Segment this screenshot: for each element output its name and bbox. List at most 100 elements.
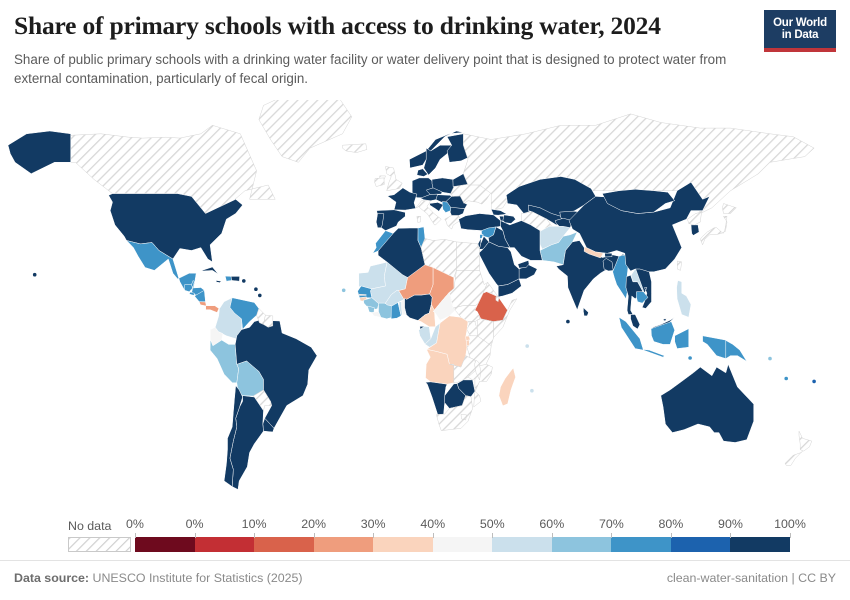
legend-bin-2[interactable] [254,537,314,552]
country-greece[interactable]: Greece: No data [445,216,460,230]
country-barbados[interactable] [258,293,262,298]
country-haiti[interactable]: Haiti: 75% [225,276,232,281]
country-suriname[interactable]: Suriname: No data [264,315,273,327]
country-fiji[interactable] [812,379,816,384]
country-solomon-islands[interactable] [768,356,772,361]
country-north-korea[interactable]: North Korea: No data [688,212,702,225]
country-bulgaria[interactable]: Bulgaria: 99% [450,207,464,215]
country-nicaragua[interactable]: Nicaragua: 73% [195,290,206,301]
legend-bin-8[interactable] [611,537,671,552]
country-seychelles[interactable] [525,344,529,348]
country-lebanon[interactable]: Lebanon: 78% [480,235,483,239]
country-malawi[interactable]: Malawi: No data [475,360,481,380]
country-costa-rica[interactable]: Costa Rica: 26% [199,302,206,306]
country-timor-leste[interactable] [688,356,692,360]
country-philippines[interactable]: Philippines: 58% [677,280,691,317]
country-mongolia[interactable]: Mongolia: 98% [602,189,674,213]
legend-bin-10[interactable] [730,537,791,552]
country-japan[interactable]: Japan: No data [700,204,736,245]
country-iceland[interactable]: Iceland: No data [343,144,367,153]
country-mauritius[interactable] [530,388,534,393]
country-sri-lanka[interactable]: Sri Lanka: 96% [583,308,588,316]
legend-tick-11: 100% [774,517,806,531]
country-portugal[interactable]: Portugal: 100% [376,214,384,228]
legend-bin-1[interactable] [194,537,255,552]
legend-bin-6[interactable] [492,537,552,552]
country-turkey[interactable]: Turkey: 99% [459,214,501,231]
country-syria[interactable]: Syria: 78% [482,227,496,238]
country-denmark[interactable]: Denmark: 100% [417,169,428,177]
country-ghana[interactable]: Ghana: 72% [391,302,401,319]
country-united-kingdom[interactable]: United Kingdom: No data [380,167,403,191]
country-georgia[interactable]: Georgia: 97% [491,209,507,215]
legend-no-data-swatch[interactable] [68,537,131,552]
country-jamaica[interactable]: Jamaica: 92% [216,280,221,282]
country-australia[interactable]: Australia: 100% [661,364,754,442]
country-central-african-republic[interactable]: Central African Republic: 45% [433,292,455,320]
license-note[interactable]: clean-water-sanitation | CC BY [666,571,836,585]
country-south-korea[interactable]: South Korea: 99% [691,225,699,236]
country-canada[interactable]: Canada: No data [71,125,276,213]
country-dominican-republic[interactable]: Dominican Republic: 94% [231,276,240,281]
country-lesser-antilles[interactable] [254,287,258,291]
country-taiwan[interactable]: Taiwan: No data [677,261,681,270]
country-mauritania[interactable]: Mauritania: 57% [359,262,387,289]
country-gambia[interactable]: Gambia: 35% [359,294,366,295]
country-maldives[interactable] [566,319,570,324]
country-lesotho[interactable]: Lesotho: No data [461,414,467,420]
legend-bin-5[interactable] [432,537,493,552]
country-cambodia[interactable]: Cambodia: 74% [636,292,648,303]
country-venezuela[interactable]: Venezuela: 75% [230,298,259,330]
country-belize[interactable]: Belize: 72% [192,280,195,288]
world-map[interactable]: Canada: No dataGreenland: No data Alaska:… [0,100,850,498]
country-czechia[interactable]: Czechia: 100% [427,188,442,195]
country-pakistan[interactable]: Pakistan: 62% [540,232,577,265]
country-cabo-verde[interactable] [341,288,346,293]
country-papua-new-guinea[interactable]: Papua New Guinea: 72% [726,340,747,361]
country-greenland[interactable]: Greenland: No data [259,100,352,162]
country-ireland[interactable]: Ireland: No data [375,178,385,187]
country-cuba[interactable]: Cuba: 96% [201,267,218,274]
country-south-africa[interactable]: South Africa: No data [437,396,473,431]
legend-bin-9[interactable] [670,537,731,552]
legend-tickmark-7 [551,533,553,538]
country-uruguay[interactable]: Uruguay: 97% [263,418,274,432]
country-croatia[interactable]: Croatia: 99% [430,202,443,211]
country-chile[interactable]: Chile: 99% [224,386,243,487]
legend-tick-labels: 0% 0% 10% 20% 30% 40% 50% 60% 70% 80% 90% 100% [0,506,850,554]
legend-bin-0[interactable] [135,537,195,552]
country-cote-d-ivoire[interactable]: Cote d'Ivoire: 60% [379,303,393,319]
legend-color-bar[interactable] [135,537,791,552]
country-mexico[interactable]: Mexico: 74% [127,241,197,292]
country-united-states[interactable]: United States: 100% [109,194,243,262]
country-sweden[interactable]: Sweden: 100% [424,145,454,175]
legend-bin-7[interactable] [551,537,612,552]
country-bhutan[interactable]: Bhutan: 96% [605,253,612,257]
country-madagascar[interactable]: Madagascar: 31% [499,368,516,406]
country-israel[interactable]: Israel: 95% [478,238,481,249]
country-vanuatu[interactable] [784,376,788,381]
country-mozambique[interactable]: Mozambique: No data [468,364,492,407]
country-namibia[interactable]: Namibia: 96% [426,382,448,415]
country-puerto-rico[interactable] [242,279,246,283]
country-brunei[interactable]: Brunei: 99% [663,319,666,321]
legend-bin-3[interactable] [313,537,374,552]
country-djibouti[interactable]: Djibouti: No data [496,297,499,302]
country-uganda[interactable]: Uganda: No data [467,322,477,336]
country-alaska[interactable]: Alaska: 100% [8,131,71,174]
country-united-arab-emirates[interactable]: United Arab Emirates: 99% [518,260,529,268]
owid-logo[interactable]: Our World in Data [764,10,836,52]
country-guatemala[interactable]: Guatemala: 72% [185,285,193,292]
country-azerbaijan[interactable]: Azerbaijan: 97% [503,215,516,224]
country-indonesia[interactable]: Indonesia: 76% [619,317,726,358]
country-norway[interactable]: Norway: 100% [409,131,470,168]
country-france[interactable]: France: 100% [387,188,417,210]
country-egypt[interactable]: Egypt: No data [456,242,479,271]
country-el-salvador[interactable]: El Salvador: 74% [189,292,194,295]
country-new-zealand[interactable]: New Zealand: No data [785,431,812,465]
legend-bin-4[interactable] [373,537,433,552]
world-map-svg[interactable]: Canada: No dataGreenland: No data Alaska:… [0,100,850,498]
country-panama[interactable]: Panama: 24% [206,306,219,313]
country-hawaii[interactable] [32,272,37,277]
country-peru[interactable]: Peru: 64% [210,339,239,383]
